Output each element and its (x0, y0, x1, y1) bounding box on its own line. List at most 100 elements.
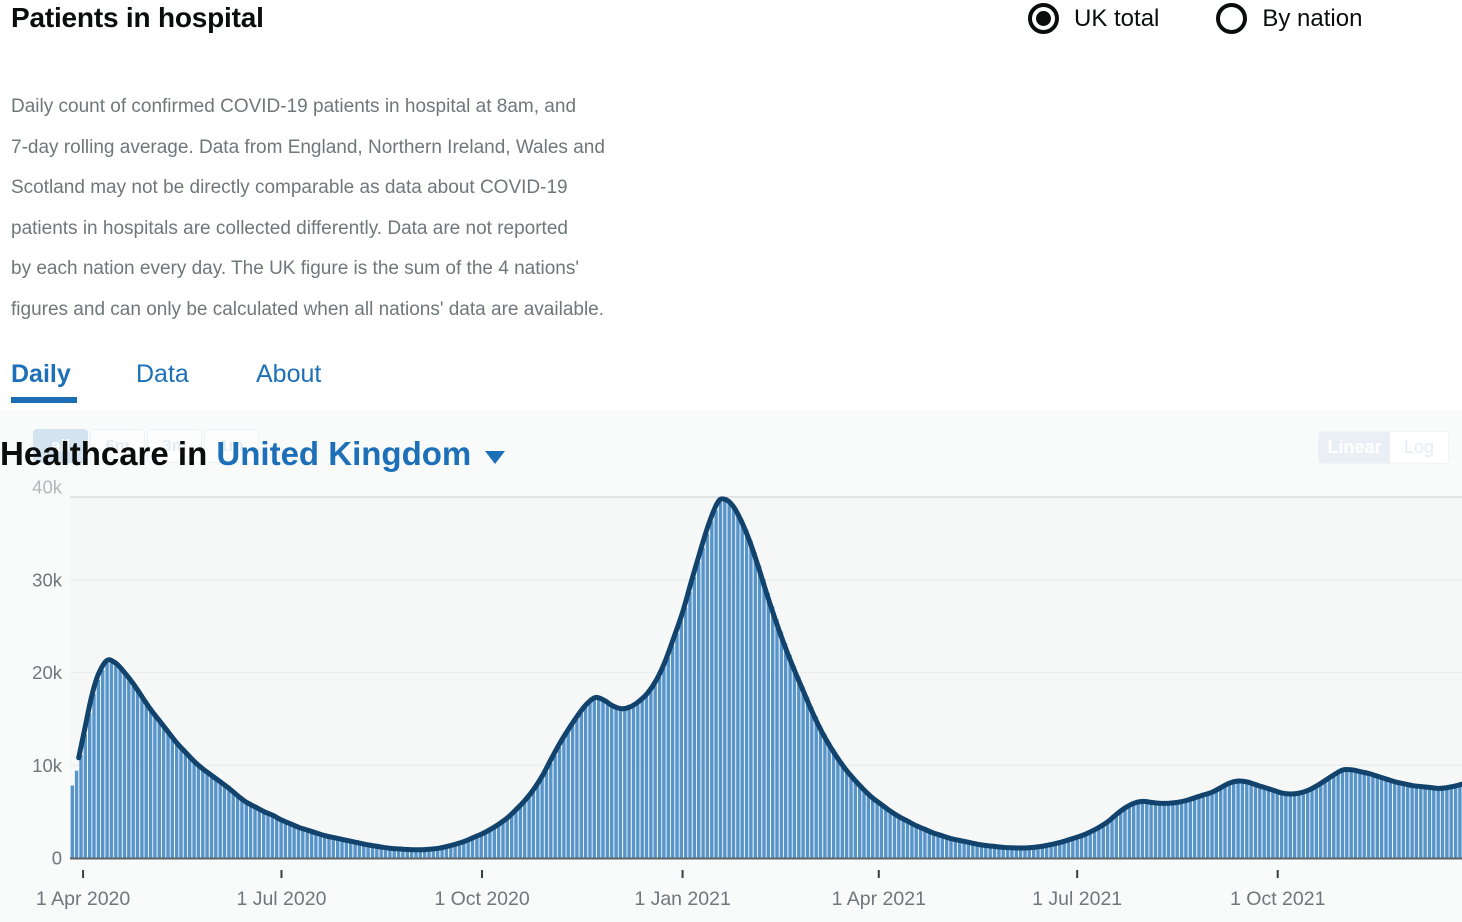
daily-bar (975, 843, 979, 858)
daily-bar (601, 699, 605, 858)
linear-scale-button[interactable]: Linear (1319, 432, 1390, 463)
daily-bar (253, 805, 257, 858)
daily-bar (979, 844, 984, 858)
daily-bar (618, 707, 623, 858)
daily-bar (757, 565, 762, 858)
daily-bar (784, 643, 788, 858)
daily-bar (1075, 837, 1079, 858)
daily-bar (1253, 784, 1258, 858)
daily-bar (1271, 789, 1275, 858)
tab-daily[interactable]: Daily (11, 360, 71, 388)
daily-bar (1018, 847, 1023, 858)
daily-bar (1040, 846, 1045, 858)
tab-data[interactable]: Data (136, 360, 189, 388)
daily-bar (457, 843, 462, 858)
daily-bar (849, 773, 853, 858)
daily-bar (179, 745, 183, 858)
daily-bar (614, 706, 618, 858)
daily-bar (470, 838, 475, 858)
daily-bar (1179, 801, 1184, 858)
daily-bar (1284, 793, 1288, 858)
range-button-all[interactable]: all (33, 429, 88, 463)
daily-bar (1119, 812, 1123, 858)
daily-bar (962, 841, 966, 858)
daily-bar (492, 828, 496, 858)
daily-bar (1340, 771, 1345, 858)
daily-bar (322, 835, 327, 858)
range-button-6m[interactable]: 6m (90, 429, 145, 463)
daily-bar (222, 783, 227, 858)
daily-bar (288, 822, 292, 858)
daily-bar (1288, 793, 1292, 858)
daily-bar (744, 529, 749, 858)
daily-bar (1123, 809, 1127, 858)
range-button-1m[interactable]: 1m (204, 429, 259, 463)
daily-bar (92, 693, 96, 858)
radio-uk-total[interactable]: UK total (1028, 3, 1159, 34)
daily-bar (514, 811, 518, 858)
daily-bar (1201, 795, 1205, 858)
daily-bar (1366, 773, 1371, 858)
daily-bar (1027, 847, 1031, 858)
chart-title: Healthcare in United Kingdom (0, 432, 506, 476)
daily-bar (79, 755, 83, 858)
daily-bar (140, 694, 144, 858)
radio-unselected-icon (1216, 3, 1248, 34)
daily-bar (536, 785, 540, 858)
daily-bar (1158, 803, 1162, 858)
daily-bar (1419, 786, 1423, 858)
chart-description: Daily count of confirmed COVID-19 patien… (11, 96, 605, 320)
daily-bar (649, 690, 653, 858)
daily-bar (1436, 788, 1440, 858)
daily-bar (105, 663, 109, 858)
daily-bar (1349, 769, 1353, 858)
daily-bar (740, 519, 744, 858)
log-scale-button[interactable]: Log (1390, 432, 1448, 463)
daily-bar (884, 806, 888, 858)
daily-bar (127, 675, 131, 858)
daily-bar (153, 712, 157, 858)
daily-bar (875, 800, 879, 858)
daily-bar (662, 667, 666, 858)
daily-bar (436, 848, 440, 858)
daily-bar (679, 620, 683, 858)
daily-bar (762, 579, 766, 858)
daily-bar (340, 839, 344, 858)
daily-bar (449, 845, 453, 858)
daily-bar (201, 767, 205, 858)
daily-bar (205, 770, 209, 858)
daily-bar (1101, 825, 1105, 858)
daily-bar (244, 800, 248, 858)
daily-bar (858, 783, 862, 858)
daily-bar (144, 700, 148, 858)
tab-about[interactable]: About (256, 360, 322, 388)
daily-bar (1379, 777, 1384, 858)
daily-bar (610, 704, 614, 858)
daily-bar (1079, 836, 1084, 858)
daily-bar (1432, 787, 1436, 858)
location-dropdown[interactable]: United Kingdom (216, 432, 506, 476)
daily-bar (927, 830, 931, 858)
y-tick-label: 10k (32, 755, 63, 776)
daily-bar (997, 846, 1001, 858)
plot-background (70, 497, 1462, 858)
daily-bar (318, 833, 322, 858)
daily-bar (984, 845, 988, 858)
daily-bar (562, 739, 566, 858)
hospital-patients-chart[interactable]: 1 Apr 2020 1 Jul 2020 1 Oct 2020 1 Jan 2021… (0, 410, 1462, 922)
daily-bar (879, 803, 884, 858)
daily-bar (1227, 784, 1232, 858)
daily-bar (1088, 832, 1092, 858)
daily-bar (775, 619, 779, 858)
daily-bar (818, 725, 823, 858)
radio-by-nation[interactable]: By nation (1216, 3, 1362, 34)
daily-bar (1449, 787, 1453, 858)
daily-bar (1206, 794, 1210, 858)
y-tick-label: 30k (32, 569, 63, 590)
daily-bar (418, 849, 422, 858)
daily-bar (723, 499, 727, 858)
range-button-3m[interactable]: 3m (147, 429, 202, 463)
daily-bar (440, 847, 444, 858)
daily-bar (966, 841, 971, 858)
daily-bar (462, 842, 466, 858)
